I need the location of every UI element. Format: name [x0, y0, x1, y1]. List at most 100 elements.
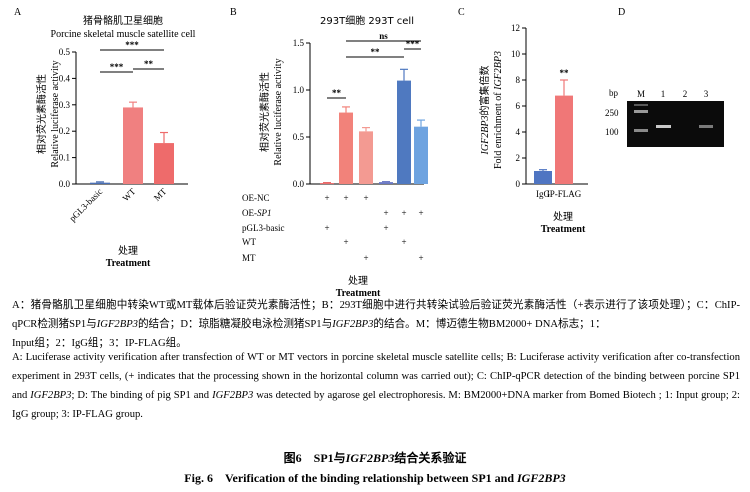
panel-c-bar — [555, 95, 573, 184]
panel-c-xtitle-cn: 处理 — [553, 211, 573, 223]
caption-en-gene-2: IGF2BP3 — [212, 390, 254, 401]
panel-b-bar — [414, 126, 428, 184]
panel-a-bar — [154, 143, 174, 184]
panel-b-bar — [397, 80, 411, 184]
panel-a-sig-pgl3-mt-label: *** — [125, 40, 139, 50]
panel-b-y-tick-label: 1.0 — [293, 85, 305, 95]
gel-marker-250: 250 — [605, 108, 619, 118]
panel-b-row-label-4: MT — [242, 253, 256, 263]
panel-c-y-tick-label: 6 — [516, 101, 521, 111]
figure-title-chinese: 图6 SP1与IGF2BP3结合关系验证 — [0, 449, 750, 466]
figure-title-en-gene: IGF2BP3 — [517, 471, 566, 485]
panel-b-chart: 0.0 0.5 1.0 1.5 OE-NC + + + OE-SP1 + + + pGL3-basic +… — [242, 31, 428, 263]
panel-a-x-tick-label: pGL3-basic — [67, 186, 104, 223]
panel-b-xtitle-cn: 处理 — [348, 275, 368, 287]
panel-b-bar — [320, 183, 334, 185]
panel-a-y-tick-label: 0.2 — [59, 126, 70, 136]
panel-c-xtitle-en: Treatment — [541, 224, 586, 235]
caption-en-part3: was detected by agarose gel electrophore… — [12, 390, 740, 420]
panel-b-row-label-gene: SP1 — [257, 208, 272, 218]
caption-en-gene-1: IGF2BP3 — [30, 390, 72, 401]
panel-a: A 猪骨骼肌卫星细胞 Porcine skeletal muscle satel… — [14, 7, 196, 269]
caption-cn-gene-1: IGF2BP3 — [96, 319, 138, 330]
panel-a-bar — [90, 182, 110, 184]
panel-c-ylabel-cn: IGF2BP3的富集倍数 — [478, 66, 491, 156]
panel-b-sig-ns-label: ns — [379, 31, 388, 41]
panel-a-x-tick-label: MT — [152, 186, 169, 203]
gel-band-lane-3 — [699, 125, 713, 128]
panel-c-x-tick-label: IgG — [536, 189, 550, 199]
gel-marker-100: 100 — [605, 127, 619, 137]
caption-cn-part2: 的结合；D：琼脂糖凝胶电泳检测猪SP1与 — [137, 319, 333, 330]
gel-band-marker-100 — [634, 129, 648, 132]
panel-a-title-cn: 猪骨骼肌卫星细胞 — [83, 14, 163, 27]
panel-b-plus-mark: + — [383, 223, 388, 233]
panel-b-y-tick-label: 1.5 — [293, 38, 305, 48]
panel-b-letter: B — [230, 7, 237, 18]
panel-b-title: 293T细胞 293T cell — [320, 14, 414, 27]
panel-c-y-tick-label: 8 — [516, 75, 521, 85]
panel-a-y-tick-label: 0.5 — [59, 47, 71, 57]
panel-b-sig-3-label: *** — [406, 39, 420, 49]
gel-lane-label-2: 2 — [683, 89, 688, 99]
panel-b-bar — [379, 182, 393, 184]
caption-cn-gene-2: IGF2BP3 — [332, 319, 374, 330]
panel-b-y-tick-label: 0.0 — [293, 179, 305, 189]
gel-lane-label-3: 3 — [704, 89, 709, 99]
panel-d: D bp M 1 2 3 250 100 — [605, 7, 724, 147]
panel-b-plus-mark: + — [383, 208, 388, 218]
panel-a-y-tick-label: 0.4 — [59, 73, 71, 83]
panel-c-y-tick-label: 2 — [516, 153, 521, 163]
panel-a-letter: A — [14, 7, 22, 18]
panel-a-y-tick-label: 0.0 — [59, 179, 71, 189]
figure-panels: A 猪骨骼肌卫星细胞 Porcine skeletal muscle satel… — [14, 7, 724, 299]
panel-b-ylabel-en: Relative luciferase activity — [273, 58, 284, 165]
gel-lane-label-m: M — [637, 89, 645, 99]
panel-a-sig-wt-mt-label: ** — [144, 59, 154, 69]
caption-chinese: A：猪骨骼肌卫星细胞中转染WT或MT载体后验证荧光素酶活性；B：293T细胞中进… — [12, 296, 740, 353]
panel-a-y-tick-label: 0.3 — [59, 100, 71, 110]
gel-band-marker-250 — [634, 110, 648, 113]
panel-c-ylabel-en: Fold enrichment of IGF2BP3 — [493, 51, 504, 169]
panel-b-bar — [339, 112, 353, 184]
caption-english: A: Luciferase activity verification afte… — [12, 348, 740, 424]
panel-c-sig-label: ** — [560, 68, 570, 78]
panel-b-row-label-1: OE-SP1 — [242, 208, 272, 218]
panel-b-plus-mark: + — [363, 253, 368, 263]
caption-en-part1: A: Luciferase activity verification afte… — [12, 352, 740, 401]
panel-b-bar — [359, 131, 373, 184]
caption-cn-line2: Input组；2：IgG组；3：IP-FLAG组。 — [12, 338, 187, 349]
panel-a-xtitle-cn: 处理 — [118, 245, 138, 257]
panel-b-plus-mark: + — [363, 193, 368, 203]
panel-b-plus-mark: + — [418, 253, 423, 263]
panel-c-y-tick-label: 12 — [511, 23, 520, 33]
figure-title-cn-a: 图6 SP1与 — [283, 451, 346, 465]
gel-band-lane-1 — [656, 125, 671, 128]
caption-cn-part1: A：猪骨骼肌卫星细胞中转染WT或MT载体后验证荧光素酶活性；B：293T细胞中进… — [12, 300, 740, 330]
panel-b-sig-1-label: ** — [332, 88, 342, 98]
panel-a-sig-pgl3-wt-label: *** — [110, 62, 124, 72]
panel-a-ylabel-cn: 相对荧光素酶活性 — [35, 74, 48, 154]
panel-c-ylabel-cn-gene: IGF2BP3 — [480, 116, 491, 156]
panel-c: C IGF2BP3的富集倍数 Fold enrichment of IGF2BP… — [458, 7, 588, 235]
panel-a-title-en: Porcine skeletal muscle satellite cell — [51, 29, 196, 40]
figure-title-cn-b: 结合关系验证 — [394, 451, 467, 465]
panel-c-ylabel-cn-text: 的富集倍数 — [478, 66, 491, 116]
figure-title-en-a: Fig. 6 Verification of the binding relat… — [184, 471, 514, 485]
panel-b-plus-mark: + — [401, 208, 406, 218]
gel-band-marker-upper — [634, 104, 648, 106]
panel-b-plus-mark: + — [324, 223, 329, 233]
panel-a-x-tick-label: WT — [120, 186, 137, 203]
panel-b-xtitle-en: Treatment — [336, 288, 381, 299]
panel-c-y-tick-label: 4 — [516, 127, 521, 137]
panel-d-letter: D — [618, 7, 625, 18]
panel-b-sig-2-label: ** — [371, 47, 381, 57]
panel-b-y-tick-label: 0.5 — [293, 132, 305, 142]
panel-a-ylabel-en: Relative luciferase activity — [50, 60, 61, 167]
gel-image — [627, 101, 724, 147]
panel-b-plus-mark: + — [343, 193, 348, 203]
panel-b-ylabel-cn: 相对荧光素酶活性 — [258, 72, 271, 152]
panel-b-plus-mark: + — [343, 237, 348, 247]
